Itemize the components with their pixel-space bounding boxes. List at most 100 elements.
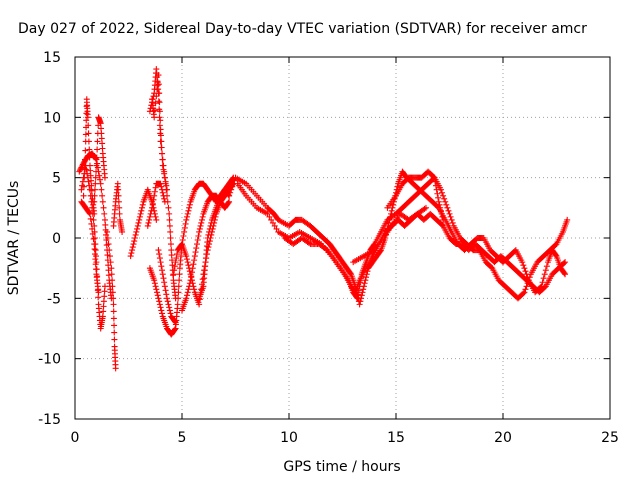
data-point (189, 265, 196, 272)
data-point (183, 295, 190, 302)
data-point (188, 269, 195, 276)
data-point (155, 295, 162, 302)
data-point (421, 205, 428, 212)
data-point (185, 286, 192, 293)
data-point (105, 241, 112, 248)
data-point (97, 120, 104, 127)
data-point (208, 219, 215, 226)
data-point (183, 213, 190, 220)
data-point (158, 183, 165, 190)
data-point (226, 198, 233, 205)
data-point (95, 294, 102, 301)
data-point (82, 147, 89, 154)
data-point (199, 276, 206, 283)
data-point (98, 186, 105, 193)
data-point (91, 192, 98, 199)
data-point (107, 259, 114, 266)
data-point (205, 244, 212, 251)
data-point (166, 304, 173, 311)
data-points (76, 66, 571, 372)
data-point (370, 242, 377, 249)
data-point (160, 275, 167, 282)
data-point (92, 155, 99, 162)
data-point (151, 114, 158, 121)
data-point (440, 192, 447, 199)
data-point (205, 231, 212, 238)
data-point (86, 209, 93, 216)
data-point (157, 126, 164, 133)
data-point (87, 215, 94, 222)
data-point (106, 253, 113, 260)
data-point (92, 247, 99, 254)
data-point (168, 247, 175, 254)
data-point (89, 230, 96, 237)
data-point (166, 222, 173, 229)
data-point (564, 216, 571, 223)
data-point (197, 222, 204, 229)
data-point (191, 286, 198, 293)
data-point (134, 222, 141, 229)
data-point (99, 192, 106, 199)
data-point (100, 204, 107, 211)
x-tick-label: 20 (494, 430, 512, 446)
data-point (108, 265, 115, 272)
data-point (93, 168, 100, 175)
data-point (162, 178, 169, 185)
data-point (171, 318, 178, 325)
data-point (159, 189, 166, 196)
data-point (164, 298, 171, 305)
data-point (176, 271, 183, 278)
data-point (151, 192, 158, 199)
x-tick-label: 10 (280, 430, 298, 446)
data-point (323, 246, 330, 253)
data-point (155, 72, 162, 79)
data-point (80, 192, 87, 199)
data-point (161, 170, 168, 177)
data-point (139, 204, 146, 211)
data-point (394, 183, 401, 190)
data-point (447, 213, 454, 220)
data-point (153, 93, 160, 100)
data-point (432, 182, 439, 189)
data-point (114, 180, 121, 187)
x-tick-label: 25 (601, 430, 619, 446)
data-point (131, 238, 138, 245)
data-point (181, 228, 188, 235)
data-point (87, 172, 94, 179)
data-point (354, 295, 361, 302)
data-point (446, 210, 453, 217)
data-point (164, 186, 171, 193)
data-point (523, 283, 530, 290)
data-point (437, 207, 444, 214)
data-point (193, 241, 200, 248)
data-point (156, 108, 163, 115)
data-point (526, 274, 533, 281)
data-point (184, 259, 191, 266)
data-point (363, 274, 370, 281)
data-point (543, 263, 550, 270)
data-point (156, 298, 163, 305)
data-point (144, 222, 151, 229)
data-point (85, 130, 92, 137)
data-point (357, 298, 364, 305)
data-point (89, 225, 96, 232)
data-point (129, 244, 136, 251)
data-point (186, 280, 193, 287)
y-tick-label: 5 (52, 171, 61, 187)
data-point (91, 241, 98, 248)
data-point (431, 174, 438, 181)
x-tick-label: 15 (387, 430, 405, 446)
data-point (196, 228, 203, 235)
data-point (182, 220, 189, 227)
data-point (94, 146, 101, 153)
data-point (377, 248, 384, 255)
data-point (108, 271, 115, 278)
data-point (521, 289, 528, 296)
data-point (165, 204, 172, 211)
data-point (85, 122, 92, 129)
x-tick-label: 5 (178, 430, 187, 446)
data-point (91, 235, 98, 241)
data-point (154, 292, 161, 299)
data-point (185, 207, 192, 214)
data-point (552, 242, 559, 249)
